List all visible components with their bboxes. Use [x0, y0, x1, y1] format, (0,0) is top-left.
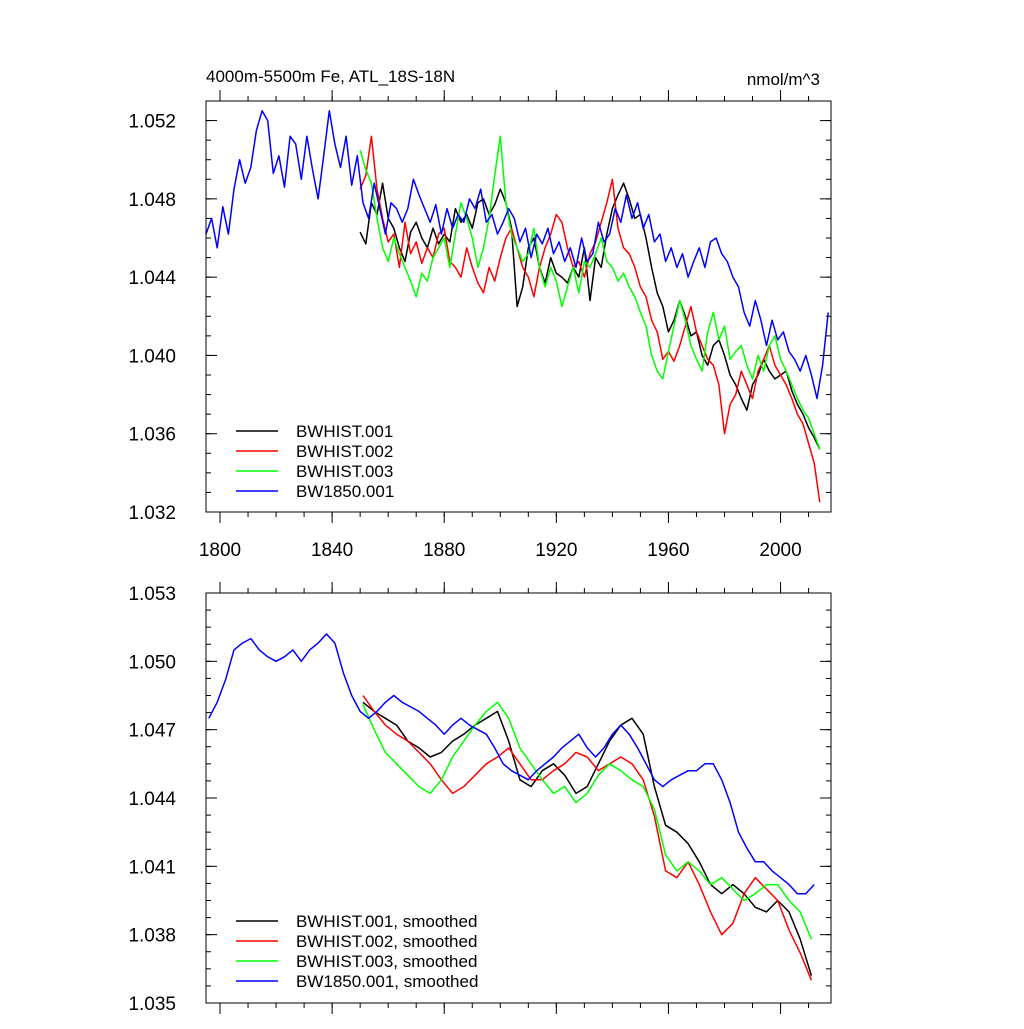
y-tick-label: 1.048	[128, 190, 176, 211]
legend-label: BWHIST.001	[296, 422, 393, 441]
y-tick-label: 1.036	[128, 425, 176, 446]
x-tick-label: 1880	[423, 540, 465, 561]
x-tick-label: 1840	[311, 540, 353, 561]
chart-panel-1: 1.032 1.036 1.040 1.044 1.048 1.052 1800 1840 18…	[128, 90, 832, 561]
legend-label: BWHIST.003	[296, 462, 393, 481]
series-line-2	[359, 135, 821, 503]
y-tick-label: 1.038	[128, 926, 176, 947]
series-line-4	[205, 110, 829, 400]
legend-label: BWHIST.002	[296, 442, 393, 461]
x-tick-label: 1800	[199, 540, 241, 561]
y-tick-label: 1.044	[128, 268, 176, 289]
legend-label: BW1850.001, smoothed	[296, 972, 478, 991]
legend-label: BWHIST.002, smoothed	[296, 932, 477, 951]
y-tick-label: 1.044	[128, 789, 176, 810]
y-tick-label: 1.047	[128, 721, 176, 742]
y-tick-label: 1.041	[128, 857, 176, 878]
series-line-1	[359, 182, 821, 450]
series-line-3	[362, 701, 813, 940]
plot-frame	[205, 100, 832, 513]
y-tick-label: 1.032	[128, 503, 176, 524]
panel-1-title-right: nmol/m^3	[747, 70, 820, 89]
legend-label: BW1850.001	[296, 482, 394, 501]
y-tick-label: 1.035	[128, 994, 176, 1015]
legend-label: BWHIST.003, smoothed	[296, 952, 477, 971]
x-tick-label: 2000	[759, 540, 801, 561]
legend-label: BWHIST.001, smoothed	[296, 912, 477, 931]
series-line-4	[208, 633, 815, 895]
x-tick-label: 1960	[647, 540, 689, 561]
y-tick-label: 1.050	[128, 652, 176, 673]
chart-panel-2: 1.035 1.038 1.041 1.044 1.047 1.050 1.053 BWHIS…	[128, 582, 832, 1015]
panel-1-title-left: 4000m-5500m Fe, ATL_18S-18N	[206, 67, 455, 86]
y-tick-label: 1.053	[128, 584, 176, 605]
x-tick-label: 1920	[535, 540, 577, 561]
y-tick-label: 1.052	[128, 112, 176, 133]
y-tick-label: 1.040	[128, 346, 176, 367]
series-line-1	[362, 701, 813, 976]
series-line-2	[362, 695, 813, 981]
series-line-3	[359, 135, 821, 450]
